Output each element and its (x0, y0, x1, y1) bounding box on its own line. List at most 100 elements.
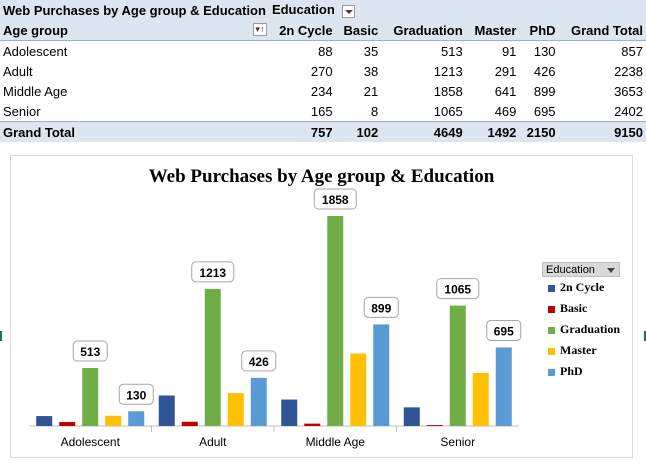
chart-title: Web Purchases by Age group & Education (148, 166, 495, 187)
data-label: 1858 (322, 193, 349, 207)
row-label[interactable]: Senior (3, 103, 41, 119)
column-header: Basic (335, 20, 382, 41)
pivot-chart[interactable]: Web Purchases by Age group & Education 5… (10, 155, 633, 458)
total-cell[interactable]: 102 (335, 121, 382, 142)
value-cell[interactable]: 291 (494, 63, 517, 79)
pivot-title: Web Purchases by Age group & Education (0, 0, 269, 20)
total-cell[interactable]: 9150 (558, 121, 646, 142)
value-cell[interactable]: 91 (501, 43, 517, 59)
column-header: PhD (519, 20, 559, 41)
value-cell[interactable]: 165 (310, 103, 333, 119)
value-cell[interactable]: 88 (318, 43, 333, 59)
value-cell[interactable]: 857 (621, 43, 643, 59)
value-cell[interactable]: 21 (363, 83, 379, 99)
bar-phd[interactable] (495, 347, 512, 426)
data-label-box (191, 261, 235, 283)
bar-graduation[interactable] (204, 288, 221, 426)
legend-filter-button[interactable]: Education (542, 262, 620, 277)
category-label: Senior (440, 435, 475, 449)
bar-basic[interactable] (59, 422, 76, 426)
value-cell[interactable]: 8 (371, 103, 379, 119)
bar-2n-cycle[interactable] (403, 407, 420, 426)
sheet-edge-marker (0, 331, 2, 341)
grand-total-row: Grand Total 757 102 4649 1492 2150 9150 (0, 121, 646, 142)
data-label-box (363, 296, 399, 318)
legend-swatch (548, 368, 555, 376)
value-cell[interactable]: 1858 (433, 83, 463, 99)
pivot-row: Middle Age 234 21 1858 641 899 3653 (0, 81, 646, 101)
value-cell[interactable]: 899 (533, 83, 556, 99)
legend-swatch (548, 284, 555, 292)
bar-graduation[interactable] (82, 368, 99, 426)
total-cell[interactable]: 2150 (519, 121, 559, 142)
data-label-box (486, 319, 522, 341)
bar-master[interactable] (350, 353, 367, 426)
bar-master[interactable] (472, 372, 489, 426)
data-label-box (436, 278, 480, 300)
data-label: 695 (494, 324, 514, 338)
category-label: Middle Age (306, 435, 366, 449)
column-field-cell[interactable]: Education (268, 0, 646, 20)
legend-item[interactable]: Master (542, 340, 620, 361)
value-cell[interactable]: 2402 (614, 103, 643, 119)
bar-master[interactable] (227, 393, 244, 426)
pivot-row: Adolescent 88 35 513 91 130 857 (0, 41, 646, 62)
total-cell[interactable]: 4649 (381, 121, 466, 142)
value-cell[interactable]: 1213 (433, 63, 463, 79)
value-cell[interactable]: 426 (533, 63, 556, 79)
value-cell[interactable]: 2238 (614, 63, 643, 79)
bar-graduation[interactable] (327, 216, 344, 426)
sheet-edge-marker (644, 331, 646, 341)
value-cell[interactable]: 234 (310, 83, 333, 99)
legend-item[interactable]: 2n Cycle (542, 277, 620, 298)
row-field-label: Age group (3, 22, 68, 38)
legend-label: 2n Cycle (560, 280, 605, 294)
value-cell[interactable]: 3653 (614, 83, 643, 99)
value-cell[interactable]: 513 (440, 43, 463, 59)
value-cell[interactable]: 35 (363, 43, 379, 59)
column-header: Graduation (381, 20, 466, 41)
value-cell[interactable]: 469 (494, 103, 517, 119)
grand-total-label[interactable]: Grand Total (0, 121, 269, 142)
data-label: 130 (126, 388, 146, 402)
bar-phd[interactable] (250, 377, 267, 426)
sort-filter-icon[interactable]: ▾↑ (252, 23, 267, 36)
row-label[interactable]: Middle Age (3, 83, 68, 99)
legend-item[interactable]: PhD (542, 361, 620, 382)
bar-basic[interactable] (304, 423, 321, 426)
legend-header-label: Education (546, 264, 595, 276)
column-filter-dropdown-icon[interactable] (342, 4, 356, 18)
value-cell[interactable]: 641 (494, 83, 517, 99)
legend-swatch (548, 347, 555, 355)
pivot-column-header-row: Age group ▾↑ 2n Cycle Basic Graduation M… (0, 20, 646, 41)
total-cell[interactable]: 1492 (465, 121, 520, 142)
bar-phd[interactable] (128, 411, 145, 426)
legend-swatch (548, 305, 555, 313)
bar-phd[interactable] (373, 324, 390, 426)
value-cell[interactable]: 695 (533, 103, 556, 119)
bar-master[interactable] (105, 415, 122, 426)
pivot-header-row: Web Purchases by Age group & Education E… (0, 0, 646, 20)
legend-item[interactable]: Graduation (542, 319, 620, 340)
bar-2n-cycle[interactable] (36, 416, 53, 426)
value-cell[interactable]: 1065 (433, 103, 463, 119)
legend-label: Master (560, 343, 597, 357)
bar-basic[interactable] (426, 425, 443, 426)
column-header: Master (465, 20, 520, 41)
pivot-row: Adult 270 38 1213 291 426 2238 (0, 61, 646, 81)
row-field-cell[interactable]: Age group ▾↑ (0, 20, 269, 41)
row-label[interactable]: Adolescent (3, 43, 68, 59)
row-label[interactable]: Adult (3, 63, 33, 79)
chart-plot: 513 130 Adolescent 1213 426 Adult 1858 899 Middl… (29, 188, 522, 449)
bar-basic[interactable] (181, 421, 198, 426)
data-label: 1213 (199, 266, 226, 280)
bar-2n-cycle[interactable] (281, 399, 298, 426)
bar-2n-cycle[interactable] (158, 395, 175, 426)
legend-item[interactable]: Basic (542, 298, 620, 319)
value-cell[interactable]: 270 (310, 63, 333, 79)
total-cell[interactable]: 757 (268, 121, 336, 142)
bar-graduation[interactable] (449, 305, 466, 426)
column-header: 2n Cycle (268, 20, 336, 41)
value-cell[interactable]: 38 (363, 63, 379, 79)
value-cell[interactable]: 130 (533, 43, 556, 59)
